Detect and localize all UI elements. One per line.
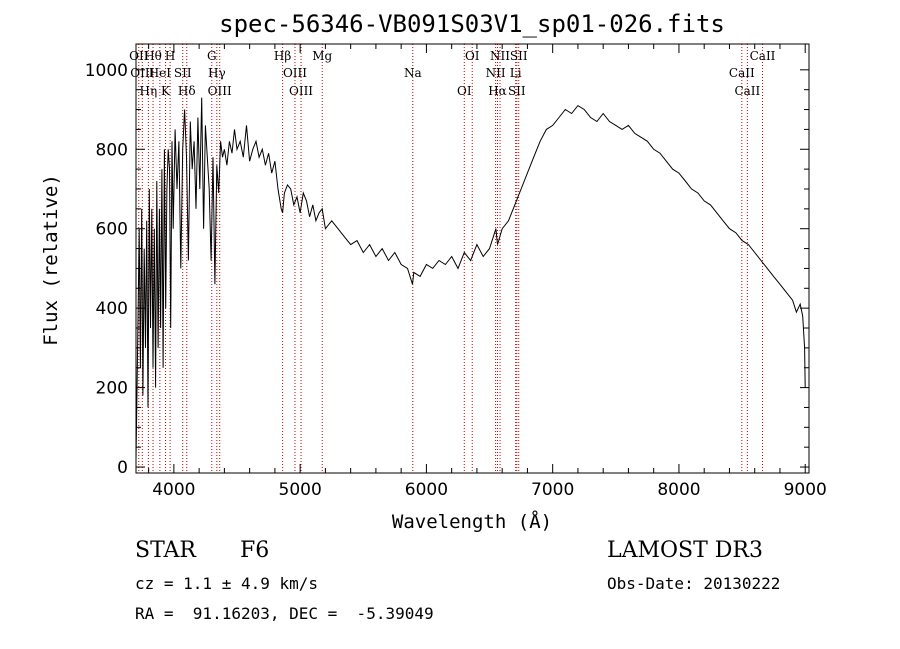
marker-label: OIII [283,66,307,80]
x-tick-label: 9000 [784,480,827,500]
coordinates: RA = 91.16203, DEC = -5.39049 [135,604,434,623]
marker-label: Hθ [144,49,162,63]
marker-label: Li [510,66,522,80]
y-tick-label: 0 [117,458,128,478]
marker-label: CaII [729,66,755,80]
redshift-cz: cz = 1.1 ± 4.9 km/s [135,574,319,593]
marker-label: H [165,49,175,63]
marker-label: G [207,49,217,63]
x-axis-label: Wavelength (Å) [392,510,552,533]
marker-label: Hα [488,84,507,98]
marker-label: HeI [149,66,172,80]
y-tick-label: 800 [96,140,128,160]
marker-label: Mg [312,49,332,63]
marker-label: CaII [750,49,776,63]
survey-name: LAMOST DR3 [607,538,763,563]
chart-title: spec-56346-VB091S03V1_sp01-026.fits [219,10,725,38]
y-tick-label: 1000 [85,61,128,81]
marker-label: OIII [208,84,232,98]
marker-label: CaII [734,84,760,98]
x-tick-label: 7000 [531,480,574,500]
y-axis-label: Flux (relative) [40,174,62,346]
object-subclass: F6 [240,538,270,563]
observation-date: Obs-Date: 20130222 [607,574,781,593]
x-tick-label: 4000 [152,480,195,500]
marker-label: OI [465,49,480,63]
x-axis-ticks: 4000 5000 6000 7000 8000 9000 [148,44,827,500]
marker-label: SII [174,66,192,80]
y-tick-label: 200 [96,379,128,399]
marker-label: NII [490,49,510,63]
marker-label: Hδ [178,84,196,98]
marker-label: K [161,84,171,98]
marker-label: SII [508,84,526,98]
x-tick-label: 8000 [657,480,700,500]
marker-label: Hη [140,84,158,98]
marker-label: Hβ [274,49,291,63]
marker-label: SII [510,49,528,63]
marker-label: OI [457,84,472,98]
emission-line-labels: OIIOIIIHηHθHeIKHSIIHδGHγOIIIHβOIIIOIIIMg… [129,49,776,98]
y-axis-ticks: 0 200 400 600 800 1000 [85,61,809,478]
y-tick-label: 400 [96,299,128,319]
marker-label: NII [486,66,506,80]
marker-label: OII [129,49,149,63]
emission-line-markers [138,44,764,473]
y-tick-label: 600 [96,220,128,240]
marker-label: OIII [289,84,313,98]
plot-frame [135,43,810,474]
object-class: STAR [135,538,196,563]
marker-label: Hγ [208,66,226,80]
x-tick-label: 6000 [405,480,448,500]
marker-label: Na [404,66,422,80]
x-tick-label: 5000 [279,480,322,500]
spectrum-line [135,97,806,460]
